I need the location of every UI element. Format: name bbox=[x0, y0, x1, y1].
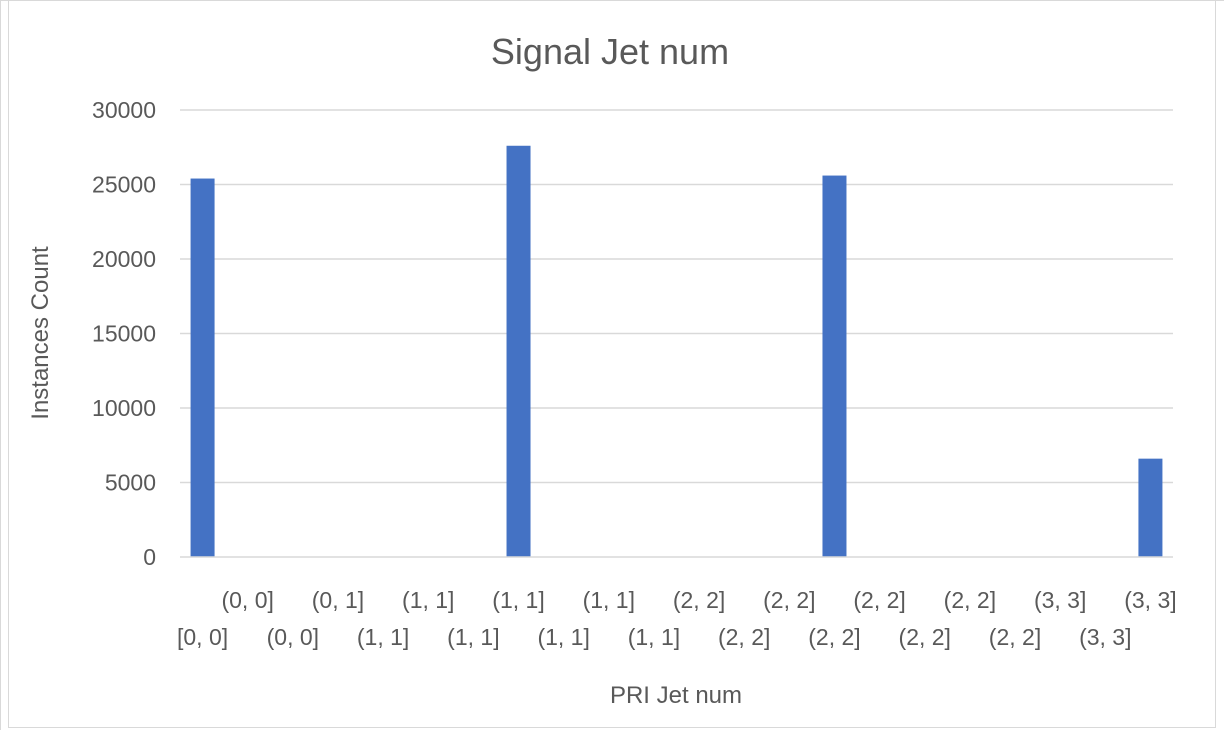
x-axis-title: PRI Jet num bbox=[610, 682, 742, 709]
x-tick-label: (0, 0] bbox=[267, 624, 319, 650]
x-tick-label: (2, 2] bbox=[673, 587, 725, 613]
x-tick-label: (1, 1] bbox=[447, 624, 499, 650]
x-tick-label: (2, 2] bbox=[853, 587, 905, 613]
y-tick-label: 0 bbox=[143, 544, 156, 570]
y-tick-label: 20000 bbox=[92, 246, 156, 272]
bar[interactable] bbox=[822, 175, 847, 557]
bar[interactable] bbox=[1138, 458, 1163, 557]
x-tick-label: (3, 3] bbox=[1079, 624, 1131, 650]
x-tick-label: (1, 1] bbox=[402, 587, 454, 613]
x-axis-ticks: [0, 0] (0, 0] (0, 0] (0, 1] (1, 1] (1, 1] (1, … bbox=[177, 587, 1177, 650]
y-tick-label: 5000 bbox=[105, 470, 156, 496]
x-tick-label: (2, 2] bbox=[944, 587, 996, 613]
bars bbox=[190, 145, 1163, 558]
x-tick-label: (1, 1] bbox=[357, 624, 409, 650]
x-tick-label: (1, 1] bbox=[583, 587, 635, 613]
y-axis-ticks: 0 5000 10000 15000 20000 25000 30000 bbox=[92, 97, 156, 570]
x-tick-label: (3, 3] bbox=[1124, 587, 1176, 613]
y-tick-label: 30000 bbox=[92, 97, 156, 123]
x-tick-label: (1, 1] bbox=[537, 624, 589, 650]
x-tick-label: (1, 1] bbox=[492, 587, 544, 613]
x-tick-label: (0, 1] bbox=[312, 587, 364, 613]
x-tick-label: (2, 2] bbox=[718, 624, 770, 650]
gridlines bbox=[180, 109, 1173, 484]
x-tick-label: (2, 2] bbox=[989, 624, 1041, 650]
x-tick-label: (2, 2] bbox=[763, 587, 815, 613]
x-tick-label: [0, 0] bbox=[177, 624, 228, 650]
y-tick-label: 15000 bbox=[92, 321, 156, 347]
bar[interactable] bbox=[190, 178, 215, 558]
x-tick-label: (0, 0] bbox=[221, 587, 273, 613]
y-tick-label: 25000 bbox=[92, 172, 156, 198]
x-tick-label: (2, 2] bbox=[899, 624, 951, 650]
y-axis-title: Instances Count bbox=[27, 246, 54, 420]
x-tick-label: (3, 3] bbox=[1034, 587, 1086, 613]
y-tick-label: 10000 bbox=[92, 395, 156, 421]
x-tick-label: (2, 2] bbox=[808, 624, 860, 650]
chart-title: Signal Jet num bbox=[491, 31, 729, 72]
bar[interactable] bbox=[506, 145, 531, 557]
x-tick-label: (1, 1] bbox=[628, 624, 680, 650]
